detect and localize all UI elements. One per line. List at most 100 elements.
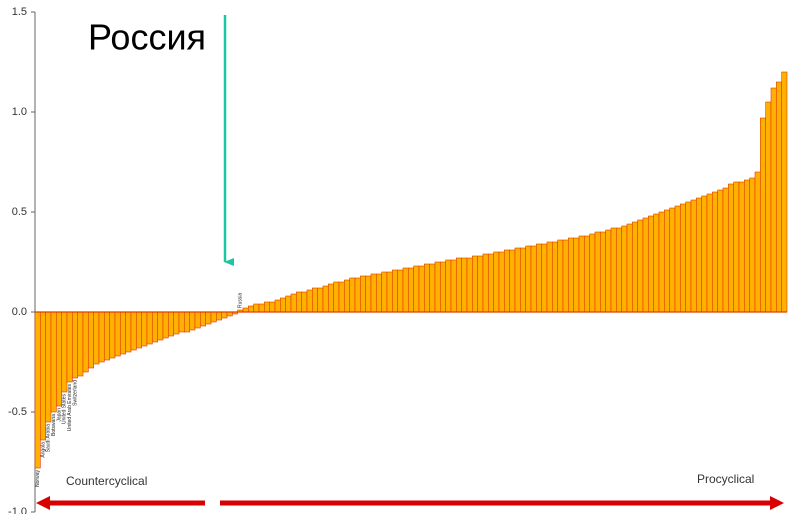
bar [45, 311, 52, 423]
bar [594, 231, 601, 313]
bar [146, 311, 153, 345]
y-tick-label: -1.0 [8, 506, 27, 514]
bar [253, 303, 260, 313]
bar [56, 311, 62, 407]
bar [296, 291, 302, 313]
bar [445, 259, 452, 313]
bar [461, 257, 468, 313]
bar [338, 281, 345, 313]
bar [685, 201, 692, 313]
bar [402, 267, 409, 313]
bar [536, 243, 542, 313]
bar [680, 203, 686, 313]
bar [658, 211, 665, 313]
category-label: Norway [35, 470, 41, 487]
bar [472, 255, 478, 313]
category-label: Switzerland [72, 380, 78, 406]
bar [178, 311, 185, 333]
category-label: Botswana [51, 414, 57, 436]
bar [616, 227, 622, 313]
bar [504, 249, 510, 313]
bar [264, 301, 270, 313]
bar [312, 287, 318, 313]
bar [152, 311, 158, 343]
bar [333, 281, 340, 313]
bar [88, 311, 94, 369]
bar [360, 275, 366, 313]
bar [125, 311, 132, 353]
bar [456, 257, 462, 313]
bar [173, 311, 180, 335]
bar [50, 311, 57, 413]
bar [397, 269, 404, 313]
bar [440, 261, 446, 313]
bar [669, 207, 676, 313]
category-label: United States [62, 394, 68, 425]
bar [418, 265, 425, 313]
bar [120, 311, 126, 355]
bar [760, 117, 766, 313]
bar [498, 251, 505, 313]
bar [354, 277, 361, 313]
bar [114, 311, 121, 357]
bar [690, 199, 697, 313]
bar [434, 261, 441, 313]
bar [216, 311, 222, 321]
bar [306, 289, 313, 313]
bar [770, 87, 777, 313]
bar [189, 311, 196, 331]
bar [429, 263, 436, 313]
bar [482, 253, 489, 313]
bar [386, 271, 393, 313]
bar [605, 229, 612, 313]
bar [77, 311, 84, 377]
bar [637, 219, 644, 313]
bar [776, 81, 782, 313]
bar [413, 265, 420, 313]
annotation: Россия [88, 17, 206, 58]
bar [584, 235, 590, 313]
bar [285, 295, 292, 313]
bar [573, 237, 580, 313]
bar [466, 257, 473, 313]
bar [610, 227, 617, 313]
bar [392, 269, 398, 313]
bar [424, 263, 430, 313]
bar [477, 255, 484, 313]
bar [136, 311, 142, 349]
bar [130, 311, 137, 351]
bar [568, 237, 574, 313]
category-label: United Arab Emirates [67, 384, 73, 432]
bar [578, 235, 585, 313]
bar [109, 311, 116, 359]
bar [205, 311, 212, 325]
bar [525, 245, 532, 313]
bar [728, 183, 734, 313]
bar [648, 215, 654, 313]
bar [717, 189, 724, 313]
bar [514, 247, 521, 313]
bar [546, 241, 553, 313]
bar [258, 303, 265, 313]
direction-arrows [36, 496, 784, 510]
bar [653, 213, 660, 313]
bar [72, 311, 78, 379]
y-tick-label: -0.5 [8, 406, 27, 418]
bar [509, 249, 516, 313]
y-tick-label: 1.0 [12, 106, 27, 118]
category-label: Angola [40, 442, 46, 458]
bar [738, 181, 745, 313]
bar [40, 311, 46, 441]
bar [674, 205, 681, 313]
bar [754, 171, 761, 313]
bar [210, 311, 217, 323]
bar [520, 247, 526, 313]
bar [280, 297, 286, 313]
category-label: Saudi Arabia [46, 424, 52, 453]
bar [781, 71, 788, 313]
bar [600, 231, 606, 313]
bar [141, 311, 148, 347]
bar [301, 291, 308, 313]
bar [376, 273, 382, 313]
